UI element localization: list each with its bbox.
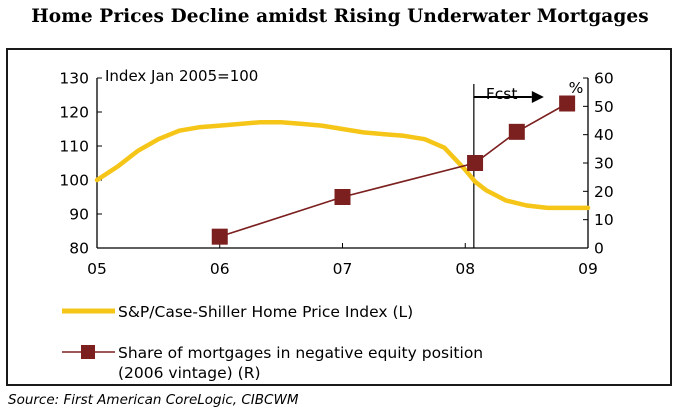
negative-equity-marker [211,228,228,245]
negative-equity-marker [334,189,351,205]
left-tick-label: 130 [59,70,89,88]
right-tick-label: 10 [594,211,614,229]
left-tick-label: 80 [69,240,89,258]
forecast-arrow-head [531,91,544,103]
left-tick-label: 100 [59,172,89,190]
right-tick-label: 50 [594,98,614,116]
x-tick-label: 07 [333,260,353,278]
index-annotation: Index Jan 2005=100 [105,67,258,85]
right-tick-label: 40 [594,126,614,144]
negative-equity-marker [559,95,576,112]
right-axis-unit: % [569,79,584,97]
x-tick-label: 05 [87,260,107,278]
chart-frame [6,48,672,386]
forecast-label: Fcst [486,85,518,103]
legend-label-home-price: S&P/Case-Shiller Home Price Index (L) [118,303,413,321]
legend-label-negative-equity-cont: (2006 vintage) (R) [118,364,261,382]
x-tick-label: 09 [578,260,598,278]
legend: S&P/Case-Shiller Home Price Index (L) Sha… [62,303,483,382]
right-tick-label: 60 [594,70,614,88]
negative-equity-marker [508,123,525,140]
left-tick-label: 90 [69,206,89,224]
left-tick-label: 120 [59,104,89,122]
x-tick-label: 08 [455,260,475,278]
left-tick-label: 110 [59,138,89,156]
right-tick-label: 30 [594,155,614,173]
x-tick-label: 06 [210,260,230,278]
axes: 80 90 100 110 120 130 0 10 20 30 40 50 60 05 06 07 08 09 I… [59,67,613,278]
series-layer [94,95,591,245]
right-tick-label: 0 [594,240,604,258]
right-tick-label: 20 [594,183,614,201]
negative-equity-marker [467,155,484,171]
home-price-index-line [94,119,591,211]
chart-title: Home Prices Decline amidst Rising Underw… [31,6,649,27]
source-note: Source: First American CoreLogic, CIBCWM [8,392,299,408]
legend-label-negative-equity: Share of mortgages in negative equity po… [118,344,483,362]
legend-swatch-negative-equity-marker [81,345,95,359]
